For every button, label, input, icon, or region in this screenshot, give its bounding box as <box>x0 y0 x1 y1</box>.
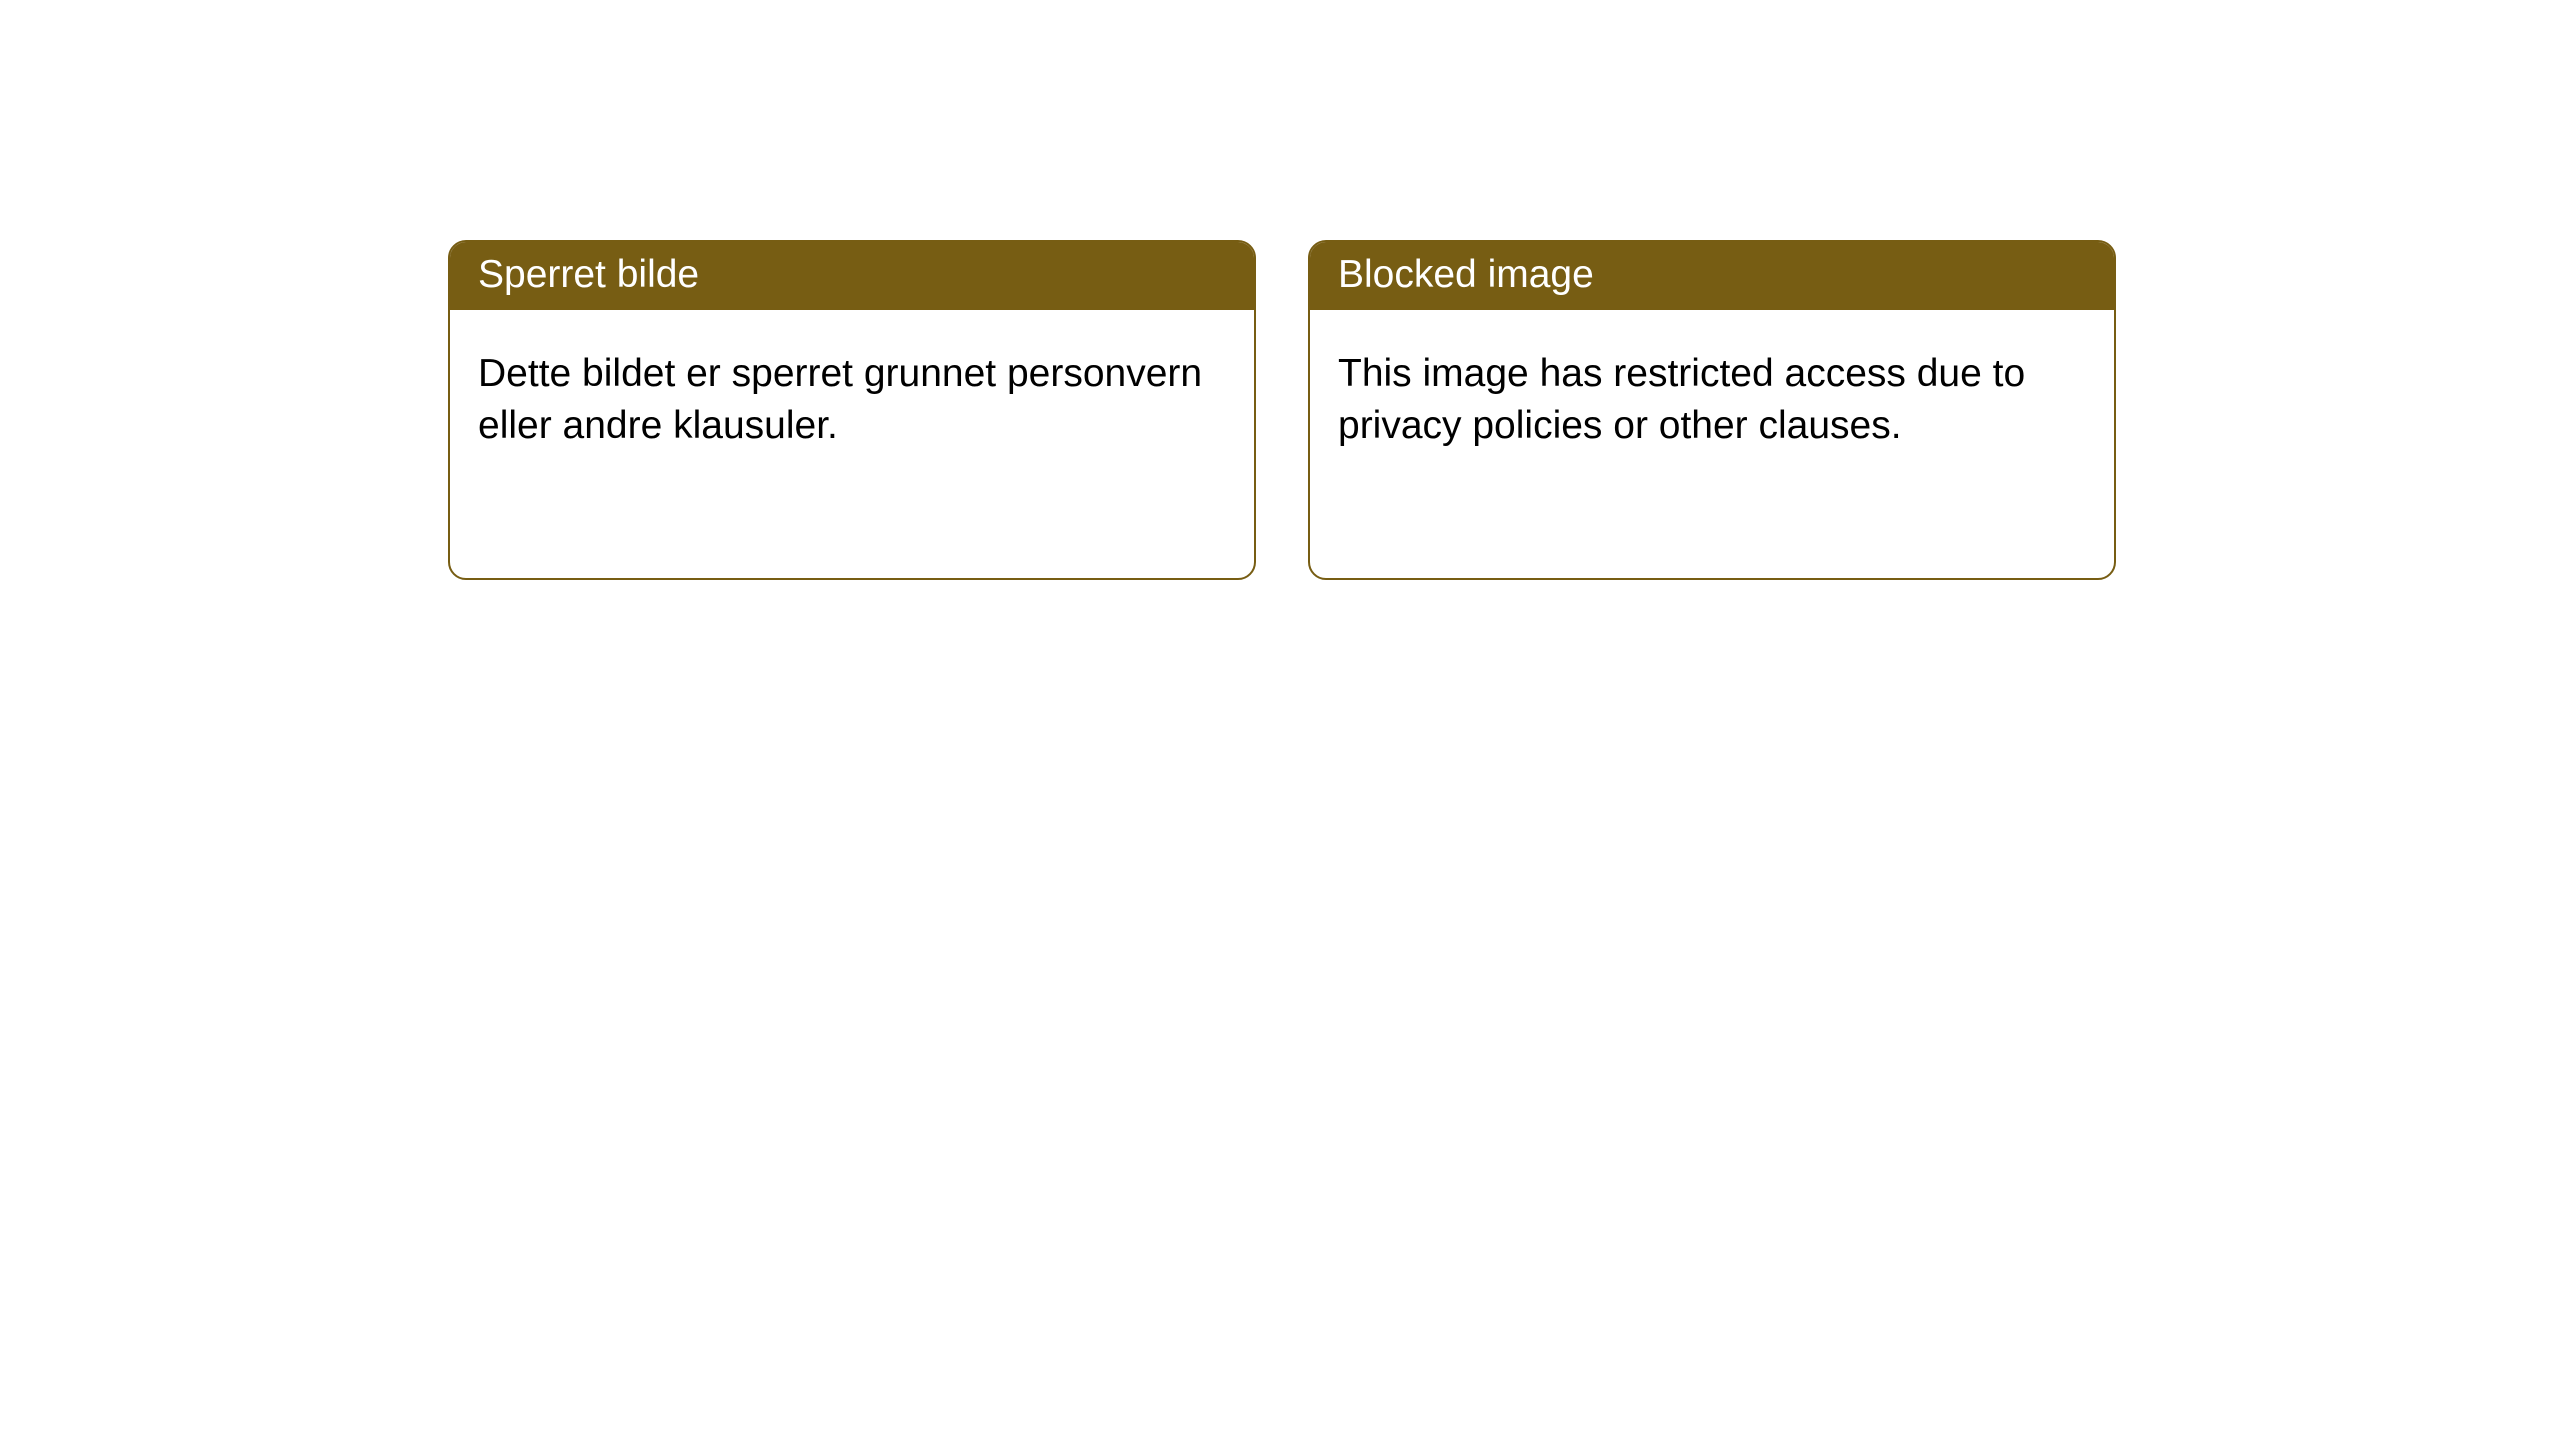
card-header: Blocked image <box>1310 242 2114 310</box>
notice-card-norwegian: Sperret bilde Dette bildet er sperret gr… <box>448 240 1256 580</box>
card-body: Dette bildet er sperret grunnet personve… <box>450 310 1254 491</box>
notice-cards-row: Sperret bilde Dette bildet er sperret gr… <box>448 240 2116 580</box>
card-header: Sperret bilde <box>450 242 1254 310</box>
card-body: This image has restricted access due to … <box>1310 310 2114 491</box>
notice-card-english: Blocked image This image has restricted … <box>1308 240 2116 580</box>
